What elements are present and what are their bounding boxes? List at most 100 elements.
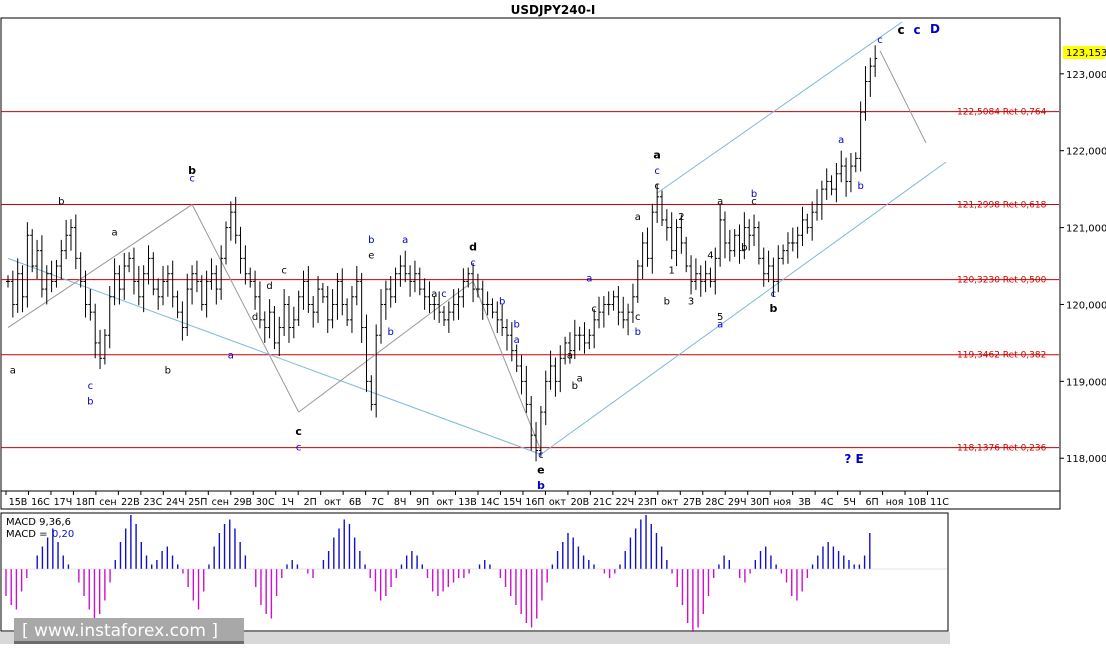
x-tick-label: 30П [750,497,769,508]
wave-label: a [586,273,592,284]
x-tick-label: 4С [821,497,834,508]
wave-label: a [717,320,723,331]
x-tick-label: 13В [458,497,477,508]
time-axis-frame [0,490,1061,510]
x-tick-label: 2П [304,497,317,508]
channel-line [7,257,542,455]
x-tick-label: 22Ч [616,497,635,508]
wave-line [191,204,300,413]
wave-label: b [751,189,757,200]
x-tick-label: 6П [865,497,878,508]
wave-label: d [252,312,258,323]
y-tick-label: 123,000 [1066,70,1106,81]
fib-label: 120,3230 Ret 0,500 [957,276,1047,286]
wave-label: b [388,327,394,338]
fib-label: 121,2998 Ret 0,618 [957,201,1047,211]
wave-label: c [897,23,904,37]
fib-label: 119,3462 Ret 0,382 [957,351,1046,361]
wave-label: d [469,241,477,254]
x-tick-label: окт [324,497,342,508]
wave-label: D [930,22,940,36]
wave-label: b [513,320,519,331]
x-tick-label: 23С [143,497,162,508]
wave-label: 4 [707,250,713,261]
wave-label: c [591,304,597,315]
x-tick-label: 8Ч [394,497,407,508]
wave-label: b [499,296,505,307]
wave-label: 2 [678,212,684,223]
wave-label: b [87,396,93,407]
x-tick-label: 27В [683,497,702,508]
x-tick-label: окт [661,497,679,508]
wave-label: c [877,35,883,46]
y-tick-label: 118,000 [1066,454,1106,465]
wave-label: a [653,148,660,161]
chart-title: USDJPY240-I [511,3,596,17]
x-tick-label: 22В [121,497,140,508]
x-tick-label: 23П [638,497,657,508]
x-tick-label: 17Ч [54,497,73,508]
wave-line [7,204,193,328]
x-tick-label: 29В [233,497,252,508]
wave-label: a [717,197,723,208]
wave-label: b [741,243,747,254]
macd-label-value-prefix: MACD = [6,529,48,540]
fib-label: 118,1376 Ret 0,236 [957,444,1047,454]
x-tick-label: 11С [930,497,949,508]
wave-label: b [188,164,196,177]
x-tick-label: 9П [416,497,429,508]
wave-label: 5 [717,312,723,323]
wave-label: a [577,373,583,384]
x-tick-label: сен [212,497,229,508]
candles [6,45,878,462]
wave-label: b [58,197,64,208]
x-tick-label: окт [549,497,567,508]
channel-line [540,161,947,455]
wave-label: c [88,381,94,392]
wave-label: c [189,173,195,184]
wave-label: c [470,258,476,269]
x-tick-label: 28С [705,497,724,508]
x-tick-label: 14С [481,497,500,508]
price-axis: 123,000 122,000 121,000 120,000 119,000 118,0… [1060,70,1106,465]
y-tick-label: 120,000 [1066,300,1106,311]
x-tick-label: 6В [349,497,362,508]
wave-label: c [635,312,641,323]
y-tick-label: 119,000 [1066,377,1106,388]
x-tick-label: 25П [188,497,207,508]
wave-label: c [296,443,302,454]
wave-label: a [112,227,118,238]
wave-label: b [368,235,374,246]
x-tick-label: 29Ч [728,497,747,508]
wave-line [879,50,927,144]
wave-label: b [537,479,545,492]
wave-label: b [572,381,578,392]
wave-label: c [538,450,544,461]
wave-label: c [913,23,920,37]
x-tick-label: 3В [798,497,811,508]
x-tick-label: 18П [76,497,95,508]
macd-histogram [2,515,947,632]
wave-label: c [654,166,660,177]
wave-label: ? E [844,452,863,466]
x-tick-label: 7С [371,497,384,508]
wave-label: c [751,197,757,208]
wave-label: a [402,235,408,246]
x-tick-label: 15Ч [503,497,522,508]
x-tick-label: ноя [773,497,791,508]
x-tick-label: 20В [571,497,590,508]
wave-label: b [165,366,171,377]
time-axis: 15В 16С 17Ч 18П сен 22В 23С 24Ч 25П сен 29В 30С 1Ч 2П… [5,491,949,508]
wave-label: b [769,302,777,315]
wave-label: a [431,289,437,300]
macd-label-value: 0,20 [52,529,74,540]
x-tick-label: 21С [593,497,612,508]
fib-label: 122,5084 Ret 0,764 [957,108,1047,118]
wave-label: c [441,289,447,300]
wave-label: a [10,366,16,377]
wave-label: a [514,335,520,346]
wave-label: a [567,350,573,361]
wave-line [298,281,474,413]
